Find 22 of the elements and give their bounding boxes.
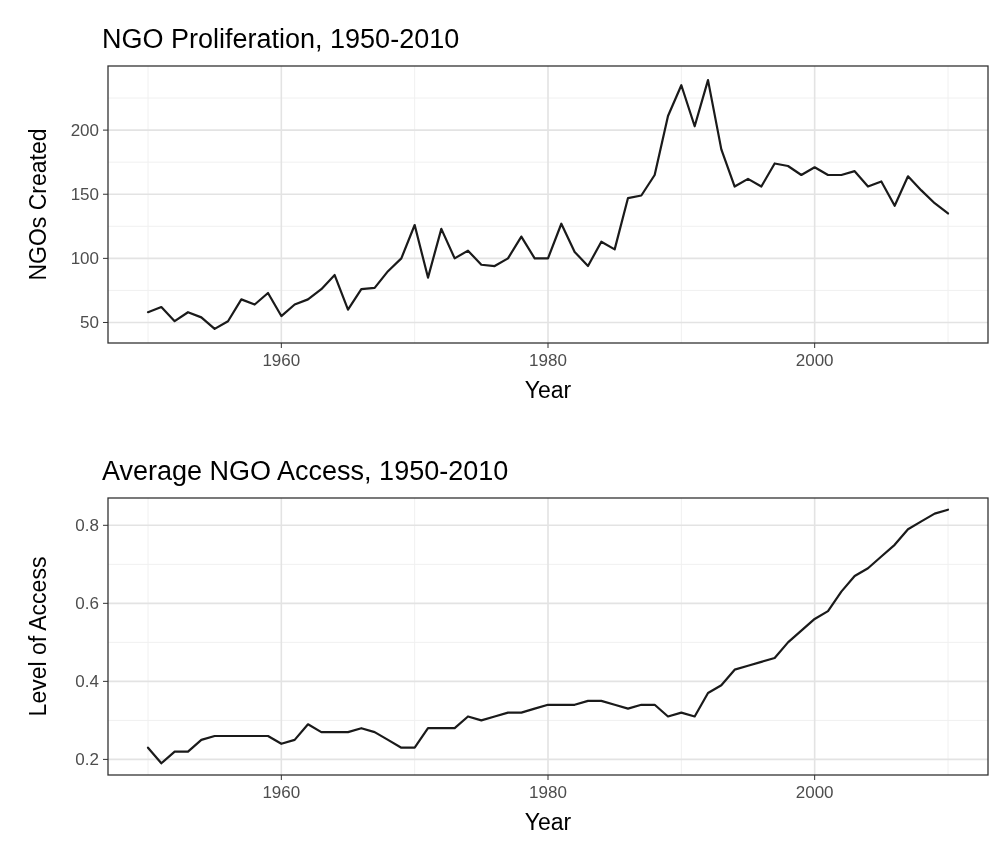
x-tick-label: 1980 [529,783,567,802]
y-tick-label: 0.8 [75,516,99,536]
y-tick-label: 200 [70,121,99,141]
y-tick-label: 50 [80,313,99,333]
line-series [146,79,950,330]
x-axis-title: Year [524,377,572,403]
x-tick-label: 1960 [262,783,301,802]
x-tick-label: 1960 [262,351,301,370]
y-tick-label: 150 [70,185,99,205]
y-tick-label: 100 [70,249,99,269]
y-tick-label: 0.6 [75,594,99,614]
x-axis-title: Year [524,809,572,835]
x-tick-label: 2000 [795,783,834,802]
chart-title: NGO Proliferation, 1950-2010 [102,24,460,54]
x-tick-label: 2000 [795,351,834,370]
y-tick-label: 0.2 [75,750,99,770]
y-tick-label: 0.4 [75,672,99,692]
y-axis-title: NGOs Created [25,128,51,281]
x-tick-label: 1980 [529,351,567,370]
chart-title: Average NGO Access, 1950-2010 [102,456,509,486]
y-axis-title: Level of Access [25,556,51,717]
line-series [146,508,950,765]
